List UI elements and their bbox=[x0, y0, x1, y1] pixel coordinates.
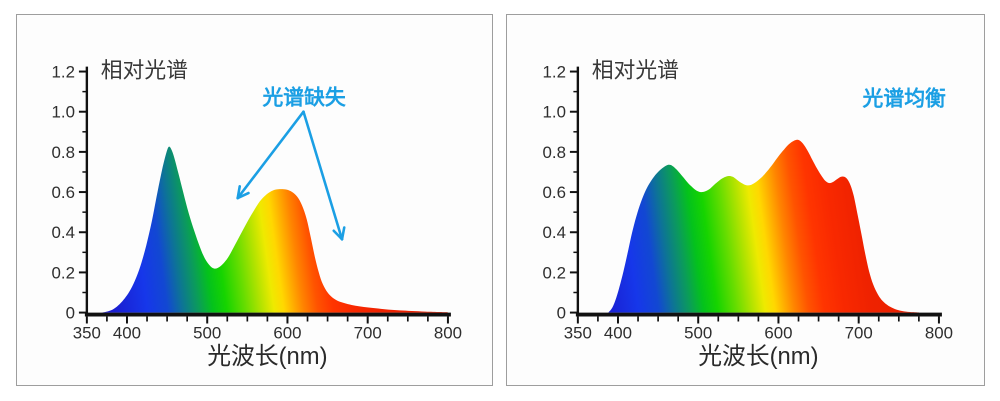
y-tick-label: 0.2 bbox=[52, 263, 75, 282]
y-tick-label: 0.6 bbox=[543, 183, 566, 202]
y-tick-label: 0.6 bbox=[52, 183, 75, 202]
y-axis-ticks: 0 0.2 0.4 0.6 0.8 1.0 1.2 bbox=[52, 62, 87, 323]
y-tick-label: 0.8 bbox=[543, 143, 566, 162]
spectrum-area bbox=[608, 139, 919, 313]
x-tick-label: 350 bbox=[73, 323, 101, 342]
annotation-arrowhead-icon bbox=[340, 226, 346, 241]
annotation-arrow-shaft bbox=[236, 110, 305, 200]
x-tick-label: 700 bbox=[354, 323, 382, 342]
y-tick-label: 1.2 bbox=[52, 62, 75, 81]
spectrum-area bbox=[101, 146, 448, 313]
x-tick-label: 400 bbox=[604, 323, 632, 342]
spectrum-chart-balanced: 0 0.2 0.4 0.6 0.8 1.0 1.2 350 400 500 600 700 800 相对… bbox=[543, 57, 953, 370]
y-tick-label: 0.2 bbox=[543, 263, 566, 282]
y-tick-label: 0.4 bbox=[543, 223, 566, 242]
x-tick-label: 800 bbox=[434, 323, 462, 342]
x-tick-label: 500 bbox=[193, 323, 221, 342]
annotation-arrowhead-icon bbox=[332, 229, 344, 241]
plot-area: 0 0.2 0.4 0.6 0.8 1.0 1.2 350 400 500 600 700 800 bbox=[52, 62, 462, 342]
annotation-balanced-label: 光谱均衡 bbox=[862, 86, 946, 110]
x-tick-label: 600 bbox=[764, 323, 792, 342]
x-axis-ticks: 350 400 500 600 700 800 bbox=[73, 316, 462, 342]
x-axis-title: 光波长(nm) bbox=[698, 343, 818, 370]
y-tick-label: 0.4 bbox=[52, 223, 75, 242]
y-tick-label: 1.0 bbox=[543, 103, 566, 122]
panel-spectrum-missing: 0 0.2 0.4 0.6 0.8 1.0 1.2 350 400 500 600 700 800 相对… bbox=[16, 14, 493, 386]
x-tick-label: 800 bbox=[925, 323, 953, 342]
plot-area: 0 0.2 0.4 0.6 0.8 1.0 1.2 350 400 500 600 700 800 bbox=[543, 62, 953, 342]
y-tick-label: 1.2 bbox=[543, 62, 566, 81]
panel-spectrum-balanced: 0 0.2 0.4 0.6 0.8 1.0 1.2 350 400 500 600 700 800 相对… bbox=[506, 14, 985, 386]
x-tick-label: 350 bbox=[564, 323, 592, 342]
chart-title: 相对光谱 bbox=[592, 57, 679, 82]
y-tick-label: 0 bbox=[557, 304, 566, 323]
x-tick-label: 400 bbox=[113, 323, 141, 342]
annotation-arrowhead-icon bbox=[236, 185, 242, 200]
y-tick-label: 0 bbox=[66, 304, 75, 323]
y-axis-ticks: 0 0.2 0.4 0.6 0.8 1.0 1.2 bbox=[543, 62, 578, 323]
spectrum-chart-missing: 0 0.2 0.4 0.6 0.8 1.0 1.2 350 400 500 600 700 800 相对… bbox=[52, 57, 462, 370]
y-tick-label: 1.0 bbox=[52, 103, 75, 122]
x-tick-label: 600 bbox=[273, 323, 301, 342]
y-tick-label: 0.8 bbox=[52, 143, 75, 162]
x-tick-label: 700 bbox=[845, 323, 873, 342]
annotation-arrowhead-icon bbox=[236, 191, 250, 200]
annotation-missing-label: 光谱缺失 bbox=[261, 85, 346, 109]
chart-title: 相对光谱 bbox=[101, 57, 188, 82]
x-axis-title: 光波长(nm) bbox=[207, 343, 327, 370]
annotation-arrows bbox=[236, 110, 346, 241]
annotation-arrow-shaft bbox=[302, 110, 344, 241]
x-tick-label: 500 bbox=[684, 323, 712, 342]
x-axis-ticks: 350 400 500 600 700 800 bbox=[564, 316, 953, 342]
